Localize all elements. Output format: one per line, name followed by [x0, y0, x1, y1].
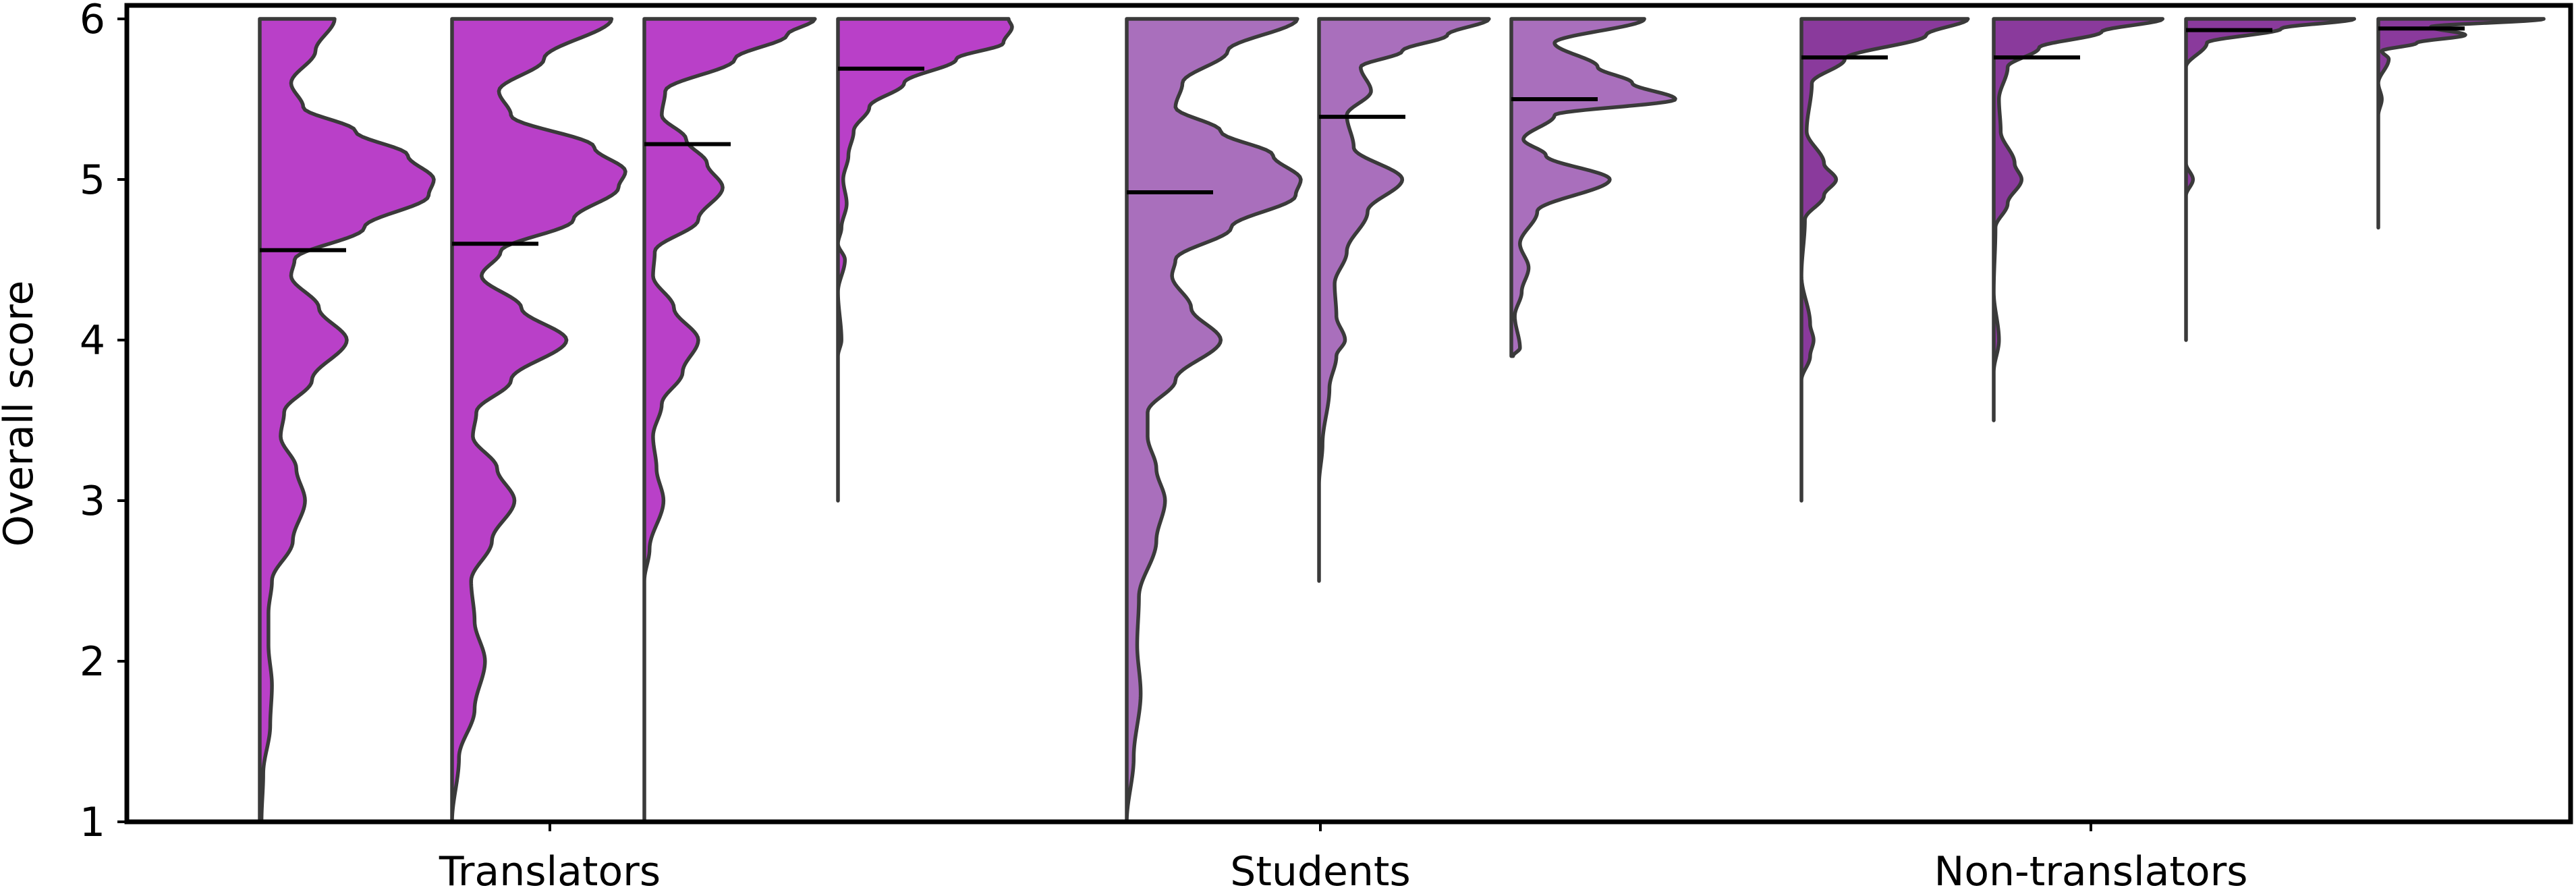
y-tick-label: 2	[80, 638, 105, 686]
violin-translators-1	[258, 17, 436, 824]
y-tick-label: 1	[80, 799, 105, 846]
violin-translators-2	[450, 17, 627, 824]
violin-layer	[258, 17, 2546, 824]
violin-students-6	[1317, 17, 1491, 583]
x-tick-label-students: Students	[1230, 848, 1410, 892]
x-tick-label-non-translators: Non-translators	[1934, 848, 2247, 892]
x-tick-label-translators: Translators	[439, 848, 661, 892]
x-axis-ticks: Translators Students Non-translators	[439, 822, 2248, 892]
violin-non-translators-10	[2184, 17, 2357, 342]
violin-non-translators-8	[1799, 17, 1970, 503]
plot-frame	[124, 3, 2573, 825]
median-layer	[260, 26, 2465, 252]
violin-students-7	[1509, 17, 1677, 358]
violin-non-translators-11	[2376, 17, 2546, 230]
violin-translators-3	[642, 17, 817, 824]
y-tick-label: 3	[80, 478, 105, 525]
y-tick-label: 6	[80, 0, 105, 43]
violin-students-5	[1125, 17, 1303, 824]
y-axis-label: Overall score	[0, 281, 43, 547]
y-tick-label: 5	[80, 157, 105, 204]
y-tick-label: 4	[80, 317, 105, 364]
